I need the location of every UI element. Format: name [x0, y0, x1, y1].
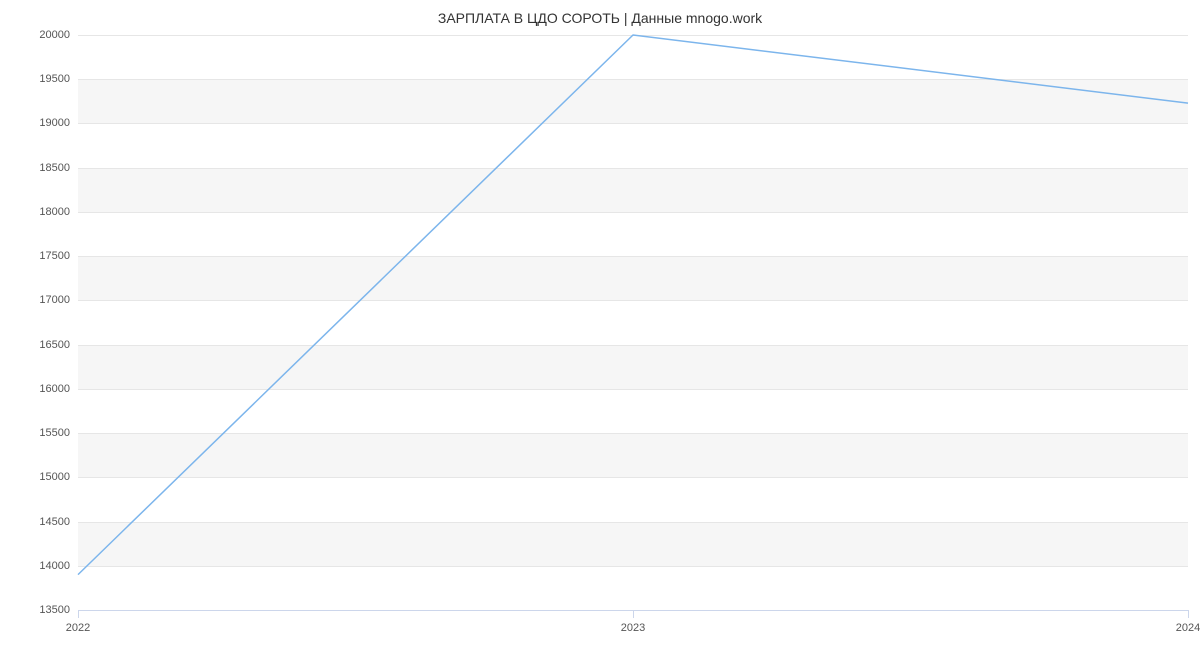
chart-title: ЗАРПЛАТА В ЦДО СОРОТЬ | Данные mnogo.wor… [0, 10, 1200, 26]
y-tick-label: 14000 [39, 560, 70, 572]
y-tick-label: 15000 [39, 471, 70, 483]
x-tick-mark [633, 610, 634, 618]
line-layer [78, 35, 1188, 610]
salary-chart: ЗАРПЛАТА В ЦДО СОРОТЬ | Данные mnogo.wor… [0, 0, 1200, 650]
x-tick-mark [78, 610, 79, 618]
y-tick-label: 16000 [39, 383, 70, 395]
y-tick-label: 17500 [39, 250, 70, 262]
y-tick-label: 18500 [39, 162, 70, 174]
y-tick-label: 20000 [39, 29, 70, 41]
y-tick-label: 18000 [39, 206, 70, 218]
x-tick-label: 2024 [1176, 622, 1200, 634]
y-tick-label: 19000 [39, 117, 70, 129]
x-tick-label: 2023 [621, 622, 645, 634]
y-tick-label: 19500 [39, 73, 70, 85]
plot-area [78, 35, 1188, 610]
y-tick-label: 13500 [39, 604, 70, 616]
y-tick-label: 16500 [39, 339, 70, 351]
y-tick-label: 15500 [39, 427, 70, 439]
salary-line-series [78, 35, 1188, 575]
x-tick-mark [1188, 610, 1189, 618]
x-tick-label: 2022 [66, 622, 90, 634]
y-tick-label: 14500 [39, 516, 70, 528]
y-tick-label: 17000 [39, 294, 70, 306]
